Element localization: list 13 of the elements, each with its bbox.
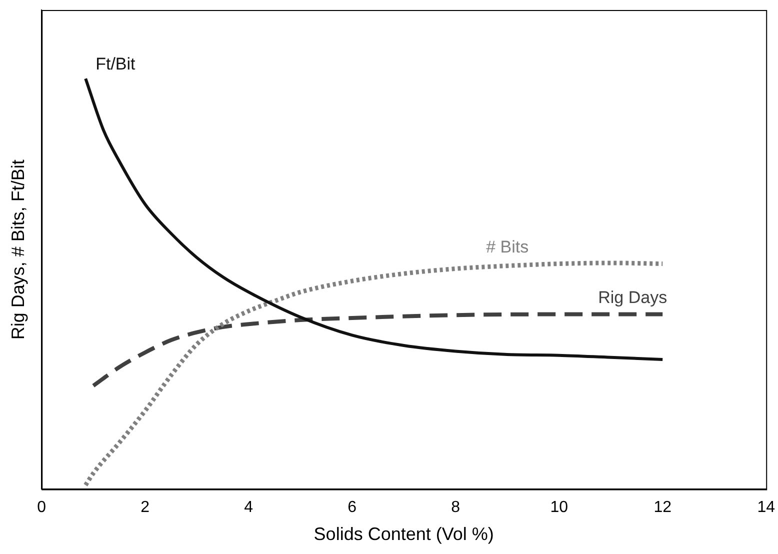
x-axis-title: Solids Content (Vol %) — [314, 524, 494, 544]
x-tick-label: 6 — [348, 499, 357, 516]
series-label: Ft/Bit — [96, 54, 136, 74]
x-tick-label: 12 — [654, 499, 672, 516]
x-tick-label: 0 — [37, 499, 46, 516]
series-label: Rig Days — [598, 288, 668, 307]
x-tick-label: 2 — [140, 499, 150, 516]
x-tick-label: 8 — [451, 499, 460, 516]
y-axis-title: Rig Days, # Bits, Ft/Bit — [8, 160, 28, 340]
series-label: # Bits — [486, 238, 529, 257]
x-tick-label: 10 — [550, 499, 568, 516]
x-tick-label: 14 — [757, 499, 776, 516]
x-tick-label: 4 — [244, 499, 254, 516]
